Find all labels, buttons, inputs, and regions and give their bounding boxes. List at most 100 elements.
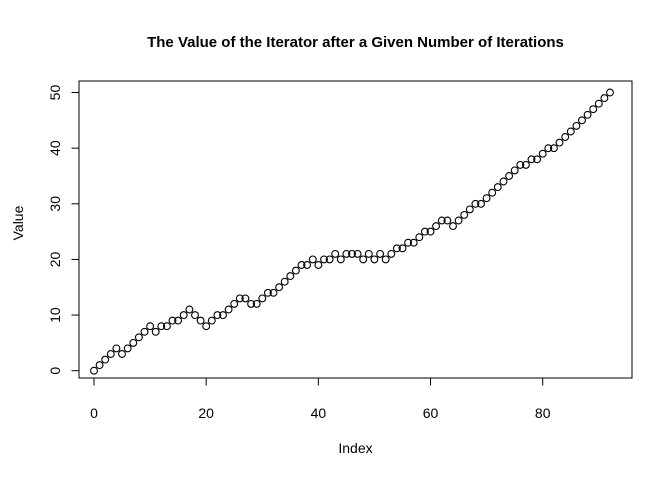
data-point	[454, 216, 463, 225]
data-point	[505, 172, 514, 180]
data-point	[353, 249, 362, 258]
data-point	[561, 133, 570, 141]
data-point	[219, 311, 227, 320]
data-point	[376, 249, 385, 258]
data-point	[280, 277, 289, 286]
data-point	[415, 233, 424, 242]
data-point	[493, 183, 502, 192]
data-point	[499, 177, 508, 186]
y-tick-label: 30	[47, 196, 63, 212]
data-point	[370, 255, 379, 264]
data-point	[291, 266, 300, 275]
data-point	[589, 105, 598, 114]
data-point	[381, 255, 390, 264]
data-point	[252, 299, 261, 308]
data-point	[477, 199, 485, 208]
data-point	[409, 238, 418, 247]
data-point	[516, 160, 525, 169]
data-point	[95, 361, 104, 370]
data-point	[297, 261, 306, 269]
data-point	[308, 255, 317, 264]
data-point	[460, 210, 469, 219]
data-point	[118, 350, 126, 358]
data-point	[594, 99, 603, 108]
data-point	[364, 249, 373, 258]
data-point	[174, 316, 183, 325]
data-point	[437, 216, 446, 225]
data-point	[404, 238, 413, 247]
data-point	[286, 272, 295, 281]
data-point	[123, 344, 132, 353]
data-point	[140, 327, 149, 336]
data-point	[196, 316, 205, 325]
data-point	[263, 288, 272, 297]
data-point	[101, 355, 110, 364]
data-point	[471, 199, 480, 208]
x-axis-label: Index	[338, 440, 373, 456]
data-point	[432, 222, 441, 231]
data-point	[269, 288, 278, 297]
data-point	[213, 311, 222, 320]
data-point	[90, 366, 98, 375]
data-point	[146, 322, 155, 331]
data-point	[510, 166, 519, 175]
data-point	[202, 322, 211, 331]
data-point	[527, 155, 536, 164]
data-point	[342, 249, 351, 258]
data-point	[320, 255, 328, 264]
data-point	[578, 116, 586, 125]
data-point	[151, 327, 160, 336]
x-tick-label: 20	[198, 405, 214, 421]
data-point	[314, 261, 323, 269]
data-point	[538, 149, 547, 158]
data-point	[606, 88, 614, 97]
data-point	[521, 160, 530, 169]
data-point	[168, 316, 177, 325]
x-tick-label: 60	[423, 405, 439, 421]
data-point	[600, 94, 609, 103]
data-point	[544, 144, 553, 153]
data-point	[449, 222, 457, 231]
data-point	[303, 261, 312, 269]
data-point	[134, 333, 143, 342]
data-point	[566, 127, 575, 136]
y-tick-label: 0	[47, 367, 63, 375]
x-tick-label: 80	[535, 405, 551, 421]
y-tick-label: 10	[47, 307, 63, 323]
data-point	[426, 227, 435, 236]
data-point	[348, 249, 356, 258]
data-point	[112, 344, 121, 353]
y-axis-label: Value	[10, 205, 26, 241]
data-point	[241, 294, 250, 303]
data-point	[331, 249, 340, 258]
data-point	[392, 244, 401, 253]
data-point	[482, 194, 491, 203]
data-point	[398, 244, 407, 253]
data-point	[443, 216, 452, 225]
data-point	[420, 227, 429, 236]
data-point	[359, 255, 368, 264]
data-point	[129, 338, 138, 347]
data-point	[258, 294, 267, 303]
data-point	[555, 138, 564, 147]
data-point	[533, 155, 542, 164]
data-point	[583, 110, 592, 119]
y-tick-label: 50	[47, 85, 63, 101]
chart-title: The Value of the Iterator after a Given …	[147, 34, 564, 51]
x-tick-label: 0	[90, 405, 98, 421]
data-point	[185, 305, 194, 314]
data-point	[488, 188, 497, 197]
data-point	[230, 299, 239, 308]
data-point	[572, 121, 581, 130]
data-point	[325, 255, 334, 264]
y-tick-label: 40	[47, 140, 63, 156]
data-point	[157, 322, 166, 331]
data-point	[235, 294, 244, 303]
data-point	[207, 316, 216, 325]
data-point	[224, 305, 233, 314]
data-point	[106, 350, 115, 358]
data-point	[387, 249, 396, 258]
data-point	[465, 205, 474, 214]
